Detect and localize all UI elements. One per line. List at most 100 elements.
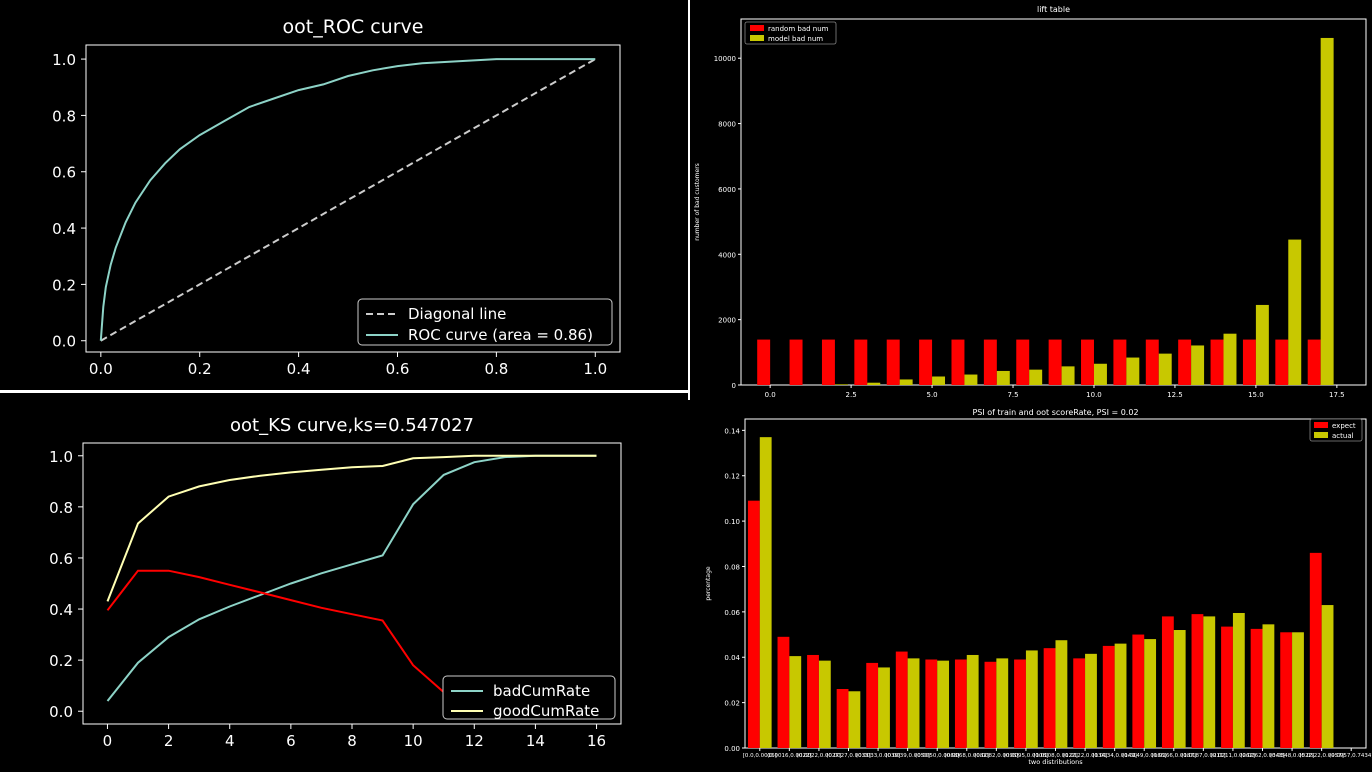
y-tick-label: 0.10 [724, 518, 740, 526]
bar-expect [1250, 628, 1263, 748]
legend-swatch [1314, 422, 1328, 428]
x-tick-label: 16 [587, 732, 606, 750]
chart-title: oot_ROC curve [283, 16, 424, 38]
bar-actual [937, 660, 950, 748]
bar-random-bad-num [757, 339, 771, 385]
x-tick-label: (0.0016,0.0022] [767, 753, 812, 759]
bar-actual [848, 691, 861, 748]
bar-random-bad-num [1081, 339, 1094, 385]
y-tick-label: 0.12 [724, 473, 740, 481]
x-tick-label: 12.5 [1167, 391, 1183, 399]
bar-model-bad-num [1093, 363, 1107, 385]
x-tick-label: 0.6 [386, 360, 410, 378]
bar-random-bad-num [1178, 339, 1192, 385]
bar-expect [1132, 634, 1145, 748]
legend-label: random bad num [768, 25, 829, 33]
bar-random-bad-num [1048, 339, 1062, 385]
x-tick-label: (0.0050,0.0068] [915, 753, 960, 759]
y-tick-label: 0 [732, 382, 736, 390]
x-tick-label: 6 [286, 732, 296, 750]
y-tick-label: 0.0 [49, 703, 73, 721]
bar-model-bad-num [1158, 353, 1172, 385]
bar-actual [789, 656, 802, 748]
psi-chart-panel: PSI of train and oot scoreRate, PSI = 0.… [690, 402, 1372, 772]
x-axis-label: two distributions [1028, 758, 1083, 766]
bar-model-bad-num [1029, 369, 1043, 385]
legend-label: model bad num [768, 35, 823, 43]
x-tick-label: (0.0068,0.0082] [945, 753, 990, 759]
bar-expect [1309, 552, 1322, 748]
y-tick-label: 10000 [714, 55, 736, 63]
bar-actual [878, 667, 890, 748]
x-tick-label: (0.0108,0.0122] [1033, 753, 1078, 759]
y-tick-label: 0.06 [724, 609, 740, 617]
bar-random-bad-num [821, 339, 835, 385]
x-tick-label: 2 [164, 732, 174, 750]
bar-expect [1221, 626, 1233, 748]
y-tick-label: 4000 [718, 251, 736, 259]
bar-actual [1144, 639, 1157, 748]
x-tick-label: (0.0095,0.0108] [1004, 753, 1049, 759]
bar-model-bad-num [932, 376, 946, 385]
bar-actual [996, 658, 1009, 748]
bar-random-bad-num [1113, 339, 1127, 385]
plot-frame [85, 44, 621, 353]
x-tick-label: 15.0 [1248, 391, 1264, 399]
legend-box [442, 675, 616, 720]
legend-label: expect [1332, 422, 1356, 430]
y-axis-label: percentage [705, 566, 712, 600]
bar-expect [1073, 658, 1086, 748]
bar-random-bad-num [951, 339, 965, 385]
bar-expect [984, 661, 997, 748]
y-tick-label: 0.08 [724, 563, 740, 571]
x-tick-label: (0.0039,0.0050] [885, 753, 930, 759]
bar-expect [925, 659, 938, 748]
x-tick-label: (0.0957,0.7434] [1329, 753, 1372, 759]
bar-expect [866, 662, 879, 748]
vertical-divider [688, 0, 690, 400]
ks-chart-panel: oot_KS curve,ks=0.547027 0 2 4 6 8 10 12 14 16 0.0… [0, 393, 688, 772]
bar-model-bad-num [867, 382, 881, 385]
x-tick-label: (0.0122,0.0134] [1063, 753, 1108, 759]
y-tick-label: 0.00 [724, 745, 740, 753]
bar-model-bad-num [996, 370, 1010, 385]
x-tick-label: (0.0134,0.0149] [1092, 753, 1137, 759]
x-tick-label: 2.5 [846, 391, 857, 399]
plot-frame [740, 18, 1367, 386]
bar-expect [836, 689, 849, 748]
bar-random-bad-num [789, 339, 803, 385]
x-tick-label: (0.0262,0.0348] [1240, 753, 1285, 759]
bar-model-bad-num [1320, 37, 1334, 385]
x-tick-label: (0.0149,0.0166] [1122, 753, 1167, 759]
x-tick-label: 7.5 [1007, 391, 1018, 399]
legend-label: goodCumRate [493, 702, 599, 720]
legend-swatch [750, 25, 764, 31]
bar-actual [1173, 630, 1186, 748]
x-tick-label: 0.0 [89, 360, 113, 378]
y-tick-label: 2000 [718, 317, 736, 325]
bar-actual [1025, 650, 1038, 748]
x-tick-label: 12 [465, 732, 484, 750]
bar-expect [954, 659, 967, 748]
x-tick-label: 10.0 [1086, 391, 1102, 399]
y-tick-label: 0.14 [724, 427, 740, 435]
bar-random-bad-num [1016, 339, 1030, 385]
x-tick-label: 8 [347, 732, 357, 750]
x-tick-label: 0.4 [287, 360, 311, 378]
x-tick-label: (0.0187,0.0211] [1181, 753, 1226, 759]
bar-model-bad-num [1223, 333, 1237, 385]
bar-actual [1114, 643, 1127, 748]
series-line-goodcumrate [106, 454, 597, 602]
bar-model-bad-num [964, 374, 978, 385]
bar-expect [1191, 614, 1204, 748]
bar-model-bad-num [834, 384, 848, 385]
bar-expect [1161, 616, 1174, 748]
x-tick-label: 14 [526, 732, 545, 750]
legend-label: ROC curve (area = 0.86) [408, 326, 593, 344]
x-tick-label: 0.2 [188, 360, 212, 378]
x-tick-label: 5.0 [926, 391, 937, 399]
legend-label: actual [1332, 432, 1354, 440]
y-tick-label: 0.4 [49, 601, 73, 619]
y-tick-label: 0.2 [49, 652, 73, 670]
bar-random-bad-num [983, 339, 997, 385]
